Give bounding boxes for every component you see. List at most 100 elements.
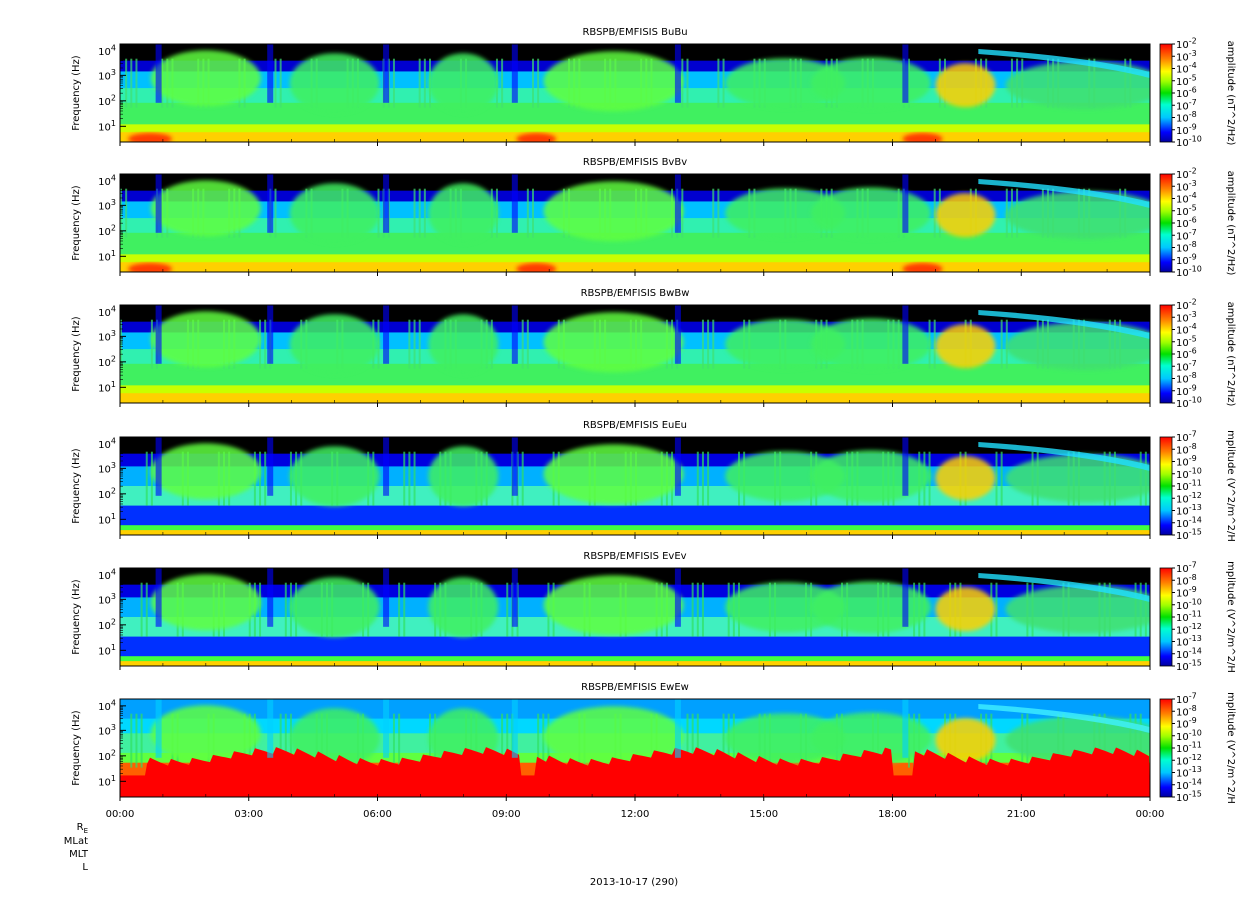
streak <box>125 188 128 238</box>
streak <box>686 58 689 108</box>
colorbar-tick-label: 10-14 <box>1176 515 1202 530</box>
y-tick-label: 104 <box>98 567 116 582</box>
spectrogram-panel-6: RBSPB/EMFISIS EwEw 101 102 103 104 Frequency … <box>71 682 1236 804</box>
y-tick-label: 102 <box>98 486 116 501</box>
y-tick-label: 102 <box>98 748 116 763</box>
streak <box>691 713 694 768</box>
colorbar-tick-label: 10-10 <box>1176 466 1202 481</box>
y-axis-label: Frequency (Hz) <box>71 55 82 131</box>
emission-3 <box>543 575 684 636</box>
x-tick-label: 12:00 <box>621 809 650 820</box>
streak <box>1000 319 1003 369</box>
streak <box>145 582 148 637</box>
colorbar-tick-label: 10-13 <box>1176 503 1202 518</box>
colorbar-tick-label: 10-6 <box>1176 216 1197 231</box>
streak <box>130 58 133 108</box>
low-freq-region <box>120 747 1150 797</box>
spectrogram-image <box>120 44 1150 142</box>
y-axis-label: Frequency (Hz) <box>71 185 82 261</box>
streak <box>423 188 426 238</box>
emission-6 <box>935 324 996 369</box>
streak <box>130 713 133 768</box>
spectrogram-image <box>120 305 1150 403</box>
gap-1 <box>267 568 274 627</box>
gap-5 <box>902 44 909 103</box>
y-axis-label: Frequency (Hz) <box>71 710 82 786</box>
x-tick-label: 00:00 <box>1136 809 1165 820</box>
y-tick-label: 103 <box>98 723 116 738</box>
colorbar-tick-label: 10-12 <box>1176 622 1202 637</box>
emission-2 <box>428 183 499 244</box>
gap-0 <box>155 437 162 496</box>
x-tick-label: 15:00 <box>749 809 778 820</box>
spectrogram-panel-5: RBSPB/EMFISIS EvEv 101 102 103 104 Frequency … <box>71 551 1236 673</box>
streak <box>418 188 421 238</box>
emission-0 <box>150 574 261 631</box>
streak <box>717 188 720 238</box>
gap-5 <box>902 568 909 627</box>
band-5 <box>120 254 1150 263</box>
gap-3 <box>511 437 518 496</box>
panel-title: RBSPB/EMFISIS BvBv <box>583 157 687 168</box>
band-0 <box>120 174 1150 192</box>
streak <box>712 319 715 369</box>
streak <box>418 319 421 369</box>
streak <box>722 713 725 768</box>
gap-4 <box>674 305 681 364</box>
descending-tone <box>978 310 1150 339</box>
streak <box>526 188 529 238</box>
gap-1 <box>267 174 274 233</box>
y-tick-label: 102 <box>98 617 116 632</box>
streak <box>408 319 411 369</box>
gap-5 <box>902 437 909 496</box>
streak <box>696 713 699 768</box>
emission-4 <box>725 582 846 633</box>
gap-2 <box>383 305 390 364</box>
x-tick-label: 18:00 <box>878 809 907 820</box>
streak <box>392 713 395 768</box>
band-5 <box>120 124 1150 133</box>
gap-4 <box>674 699 681 758</box>
colorbar-tick-label: 10-9 <box>1176 716 1197 731</box>
emission-2 <box>428 53 499 114</box>
emission-3 <box>543 706 684 767</box>
emission-3 <box>543 444 684 505</box>
colorbar <box>1159 436 1173 536</box>
gap-5 <box>902 699 909 758</box>
orbit-label-mlt: MLT <box>69 849 89 860</box>
streak <box>717 58 720 108</box>
colorbar-tick-label: 10-3 <box>1176 310 1197 325</box>
streak <box>135 713 138 768</box>
band-4 <box>120 363 1150 386</box>
streak <box>150 451 153 506</box>
colorbar-tick-label: 10-4 <box>1176 322 1197 337</box>
descending-tone <box>978 442 1150 471</box>
streak <box>722 58 725 108</box>
panel-title: RBSPB/EMFISIS BwBw <box>581 288 690 299</box>
colorbar-tick-label: 10-10 <box>1176 135 1202 150</box>
streak <box>701 582 704 637</box>
streak <box>279 713 282 768</box>
emission-6 <box>935 63 996 108</box>
colorbar-tick-label: 10-7 <box>1176 430 1197 445</box>
emission-7 <box>1005 61 1150 110</box>
emission-7 <box>1005 454 1150 503</box>
red-patch-2 <box>902 133 943 142</box>
streak <box>526 319 529 369</box>
emission-4 <box>725 451 846 502</box>
streak <box>707 451 710 506</box>
streak <box>995 582 998 637</box>
y-tick-label: 104 <box>98 43 116 58</box>
gap-4 <box>674 437 681 496</box>
colorbar-label: amplitude (nT^2/Hz) <box>1225 171 1236 276</box>
colorbar-tick-label: 10-9 <box>1176 585 1197 600</box>
band-5 <box>120 656 1150 662</box>
emission-1 <box>289 53 380 114</box>
band-0 <box>120 437 1150 455</box>
y-tick-label: 103 <box>98 198 116 213</box>
gap-1 <box>267 305 274 364</box>
y-tick-label: 104 <box>98 173 116 188</box>
streak <box>501 58 504 108</box>
streak <box>413 319 416 369</box>
gap-3 <box>511 44 518 103</box>
